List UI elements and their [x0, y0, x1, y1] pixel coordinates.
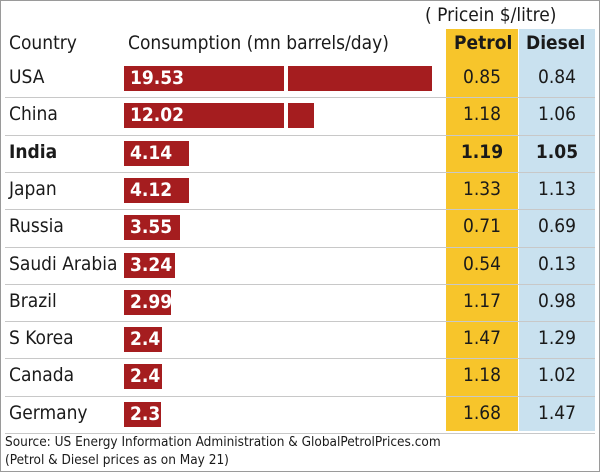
country-label: S Korea	[9, 327, 74, 350]
date-note: (Petrol & Diesel prices as on May 21)	[5, 452, 229, 468]
country-label: India	[9, 140, 58, 163]
bar-divider	[284, 66, 288, 91]
petrol-price: 0.71	[462, 215, 502, 238]
petrol-column-background	[446, 29, 518, 431]
row-separator	[5, 283, 595, 285]
bar-value-label: 12.02	[130, 104, 185, 127]
price-unit-note: ( Pricein $/litre)	[425, 4, 557, 26]
consumption-bar	[124, 215, 180, 241]
diesel-price: 0.98	[537, 289, 577, 312]
row-separator	[5, 97, 595, 99]
consumption-bar	[124, 327, 162, 353]
consumption-bar	[124, 177, 189, 203]
bar-value-label: 4.12	[130, 178, 173, 201]
consumption-bar	[124, 364, 162, 390]
bar-value-label: 2.37	[130, 402, 173, 425]
country-column-header: Country	[9, 32, 77, 54]
bar-divider	[284, 103, 288, 129]
country-label: Russia	[9, 215, 64, 238]
bar-value-label: 3.55	[130, 216, 173, 239]
petrol-price: 1.19	[460, 140, 504, 163]
petrol-price: 1.17	[462, 289, 502, 312]
bar-value-label: 2.41	[130, 365, 173, 388]
bar-value-label: 19.53	[130, 67, 185, 89]
diesel-price: 1.02	[537, 364, 577, 387]
country-label: China	[9, 103, 58, 126]
country-label: Japan	[9, 177, 57, 200]
country-label: Saudi Arabia	[9, 252, 118, 275]
consumption-column-header: Consumption (mn barrels/day)	[128, 32, 389, 54]
diesel-price: 1.05	[535, 140, 579, 163]
row-separator	[5, 395, 595, 397]
diesel-price: 0.69	[537, 215, 577, 238]
source-note: Source: US Energy Information Administra…	[5, 434, 441, 450]
diesel-price: 1.29	[537, 327, 577, 350]
country-label: Brazil	[9, 289, 57, 312]
row-separator	[5, 209, 595, 211]
row-separator	[5, 246, 595, 248]
petrol-price: 0.54	[462, 252, 502, 275]
diesel-price: 1.13	[537, 177, 577, 200]
petrol-column-header: Petrol	[454, 32, 513, 54]
row-separator	[5, 171, 595, 173]
bar-value-label: 2.41	[130, 328, 173, 351]
consumption-bar	[124, 66, 432, 91]
row-separator	[5, 358, 595, 360]
diesel-column-header: Diesel	[526, 32, 586, 54]
petrol-price: 1.47	[462, 327, 502, 350]
diesel-price: 1.06	[537, 103, 577, 126]
petrol-price: 1.18	[462, 364, 502, 387]
bar-value-label: 2.99	[130, 290, 173, 313]
consumption-bar	[124, 140, 189, 166]
diesel-column-background	[519, 29, 595, 431]
petrol-price: 1.33	[462, 177, 502, 200]
petrol-price: 0.85	[462, 66, 502, 88]
country-label: Germany	[9, 401, 88, 424]
diesel-price: 0.13	[537, 252, 577, 275]
row-separator	[5, 134, 595, 136]
row-separator	[5, 321, 595, 323]
country-label: Canada	[9, 364, 75, 387]
diesel-price: 0.84	[537, 66, 577, 88]
diesel-price: 1.47	[537, 401, 577, 424]
petrol-price: 1.18	[462, 103, 502, 126]
consumption-bar	[124, 252, 175, 278]
consumption-bar	[124, 289, 171, 315]
bar-value-label: 4.14	[130, 141, 173, 164]
bar-value-label: 3.24	[130, 253, 173, 276]
petrol-price: 1.68	[462, 401, 502, 424]
consumption-bar	[124, 103, 314, 129]
consumption-bar	[124, 401, 161, 427]
row-separator	[5, 433, 595, 434]
country-label: USA	[9, 66, 45, 88]
